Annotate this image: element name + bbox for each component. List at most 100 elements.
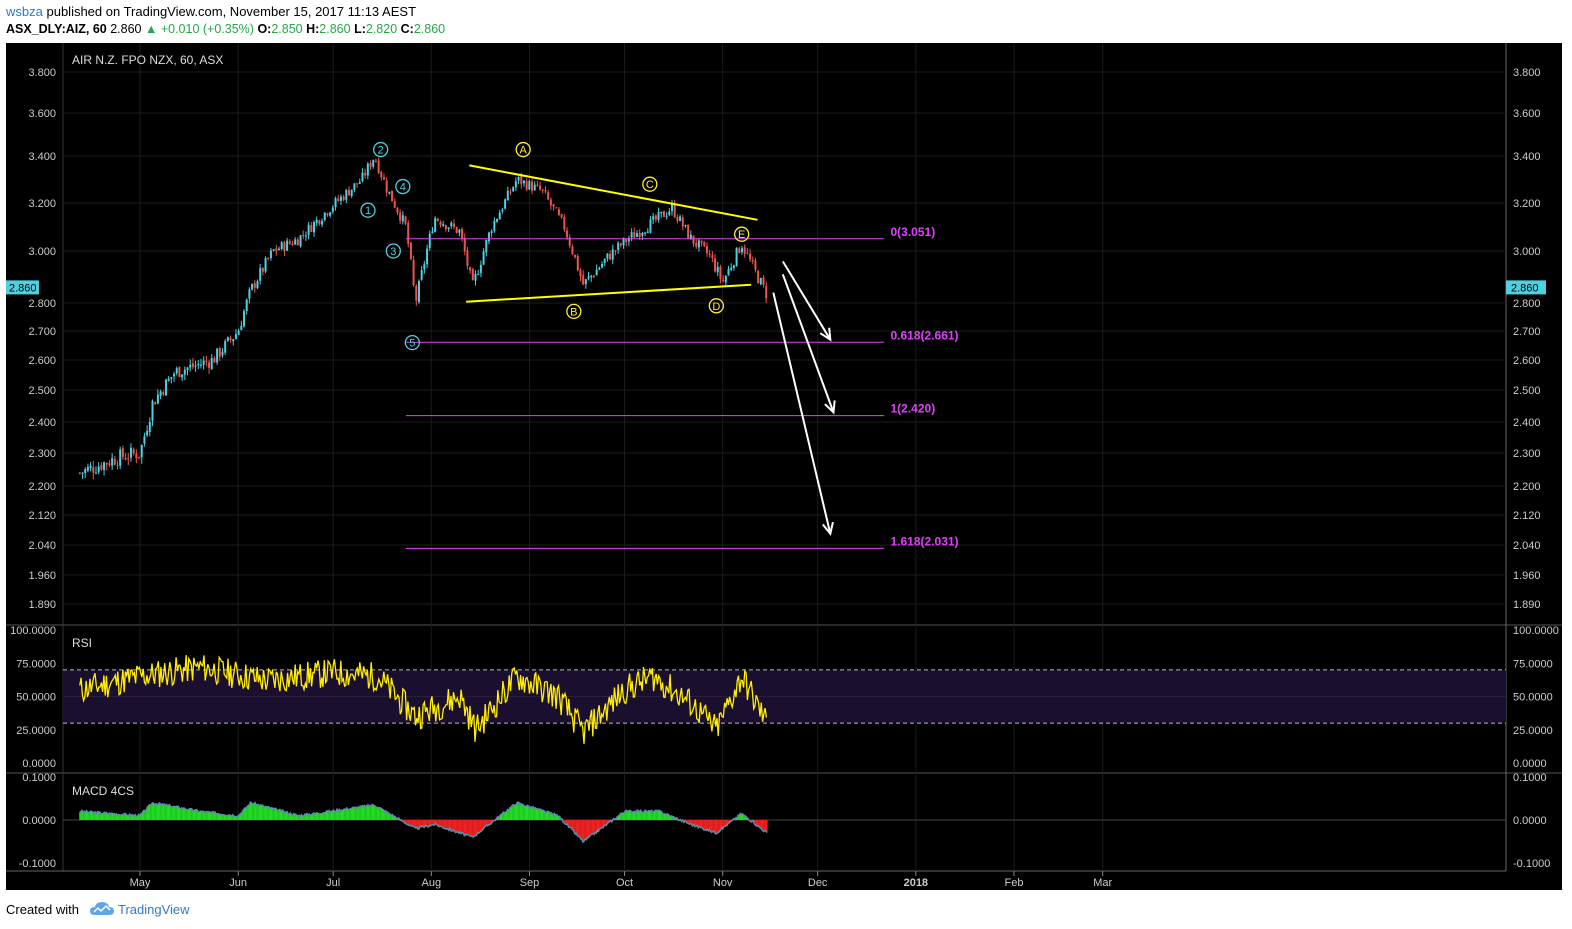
candle-body: [156, 394, 159, 404]
price-tick-label-right: 2.300: [1513, 448, 1541, 460]
rsi-tick-label-right: 50.0000: [1513, 692, 1553, 704]
projection-arrow-shaft: [772, 292, 832, 534]
candle-body: [676, 216, 679, 221]
candle-body: [135, 453, 138, 459]
wave-label: C: [646, 179, 654, 191]
candle-body: [342, 196, 345, 201]
time-tick-label: Jun: [229, 877, 247, 889]
candle-body: [679, 216, 682, 221]
time-tick-label: 2018: [904, 877, 928, 889]
price-tick-label-left: 2.800: [28, 298, 56, 310]
author-link[interactable]: wsbza: [6, 4, 43, 19]
candle-body: [584, 279, 587, 285]
low-label: L:: [354, 22, 366, 36]
symbol-label: ASX_DLY:AIZ, 60: [6, 22, 107, 36]
candle-body: [385, 180, 388, 193]
candle-body: [474, 273, 477, 281]
candle-body: [243, 311, 246, 327]
price-pane-title: AIR N.Z. FPO NZX, 60, ASX: [72, 53, 223, 67]
candle-body: [310, 225, 313, 232]
candle-body: [439, 221, 442, 226]
current-price-label-left: 2.860: [9, 282, 37, 294]
price-change: ▲ +0.010 (+0.35%): [144, 22, 254, 36]
candle-body: [660, 211, 663, 214]
price-tick-label-right: 2.500: [1513, 385, 1541, 397]
open-value: 2.850: [271, 22, 303, 36]
candle-body: [374, 160, 377, 162]
candle-body: [582, 274, 585, 285]
candle-body: [291, 243, 294, 245]
candle-body: [251, 283, 254, 290]
candle-body: [388, 191, 391, 194]
candle-body: [146, 430, 149, 436]
candle-body: [466, 250, 469, 266]
candle-body: [229, 337, 232, 340]
candle-body: [606, 253, 609, 259]
candle-body: [555, 207, 558, 209]
candle-body: [259, 268, 262, 281]
candle-body: [687, 224, 690, 239]
candle-body: [261, 267, 264, 272]
wave-label-circle: [566, 303, 582, 320]
candle-body: [533, 184, 536, 191]
candle-body: [724, 275, 727, 283]
rsi-tick-label-right: 25.0000: [1513, 725, 1553, 737]
candle-body: [426, 248, 429, 265]
candle-body: [167, 378, 170, 381]
candle-body: [442, 224, 445, 226]
published-text: published on TradingView.com, November 1…: [46, 4, 417, 19]
candle-body: [396, 207, 399, 213]
candle-body: [644, 232, 647, 234]
candle-body: [428, 233, 431, 249]
candle-body: [703, 241, 706, 246]
candle-body: [531, 181, 534, 191]
candle-body: [216, 348, 219, 363]
candle-body: [404, 216, 407, 224]
price-tick-label-right: 1.890: [1513, 599, 1541, 611]
price-tick-label-left: 2.040: [28, 540, 56, 552]
candle-body: [89, 465, 92, 469]
candle-body: [525, 181, 528, 190]
fib-level-label: 0(3.051): [891, 225, 936, 239]
candle-body: [547, 192, 550, 200]
candle-body: [697, 240, 700, 248]
created-with-text: Created with: [6, 902, 79, 917]
candle-body: [749, 253, 752, 260]
candle-body: [399, 212, 402, 221]
price-tick-label-right: 3.000: [1513, 246, 1541, 258]
candle-body: [740, 248, 743, 253]
candle-body: [81, 472, 84, 474]
candle-body: [240, 325, 243, 331]
candle-body: [463, 237, 466, 252]
current-price-tag-left: [6, 280, 39, 295]
triangle-trendline: [466, 283, 752, 303]
candle-body: [132, 449, 135, 454]
candle-body: [765, 285, 768, 299]
candle-body: [539, 185, 542, 190]
candle-body: [501, 209, 504, 212]
candle-body: [272, 249, 275, 251]
tradingview-link[interactable]: TradingView: [118, 902, 190, 917]
price-tick-label-right: 2.800: [1513, 298, 1541, 310]
candle-body: [665, 215, 668, 217]
wave-label-circle: [385, 243, 401, 259]
candle-body: [477, 273, 480, 275]
candle-body: [111, 458, 114, 466]
price-tick-label-right: 2.400: [1513, 417, 1541, 429]
candle-body: [205, 360, 208, 363]
rsi-tick-label-left: 50.0000: [16, 692, 56, 704]
candle-body: [173, 373, 176, 377]
time-tick-label: Feb: [1005, 877, 1024, 889]
candle-body: [638, 233, 641, 237]
candle-body: [307, 224, 310, 235]
candle-body: [283, 242, 286, 251]
chart-area[interactable]: May Jun Jul Aug Sep Oct Nov Dec 2018 Feb Mar 3.800 3…: [6, 43, 1562, 890]
projection-arrowhead: [824, 400, 836, 415]
candle-body: [339, 196, 342, 201]
candle-body: [579, 269, 582, 277]
chart-canvas[interactable]: May Jun Jul Aug Sep Oct Nov Dec 2018 Feb Mar 3.800 3…: [6, 43, 1562, 890]
candle-body: [590, 275, 593, 278]
candle-body: [103, 462, 106, 471]
candle-body: [331, 207, 334, 212]
candle-body: [113, 459, 116, 465]
